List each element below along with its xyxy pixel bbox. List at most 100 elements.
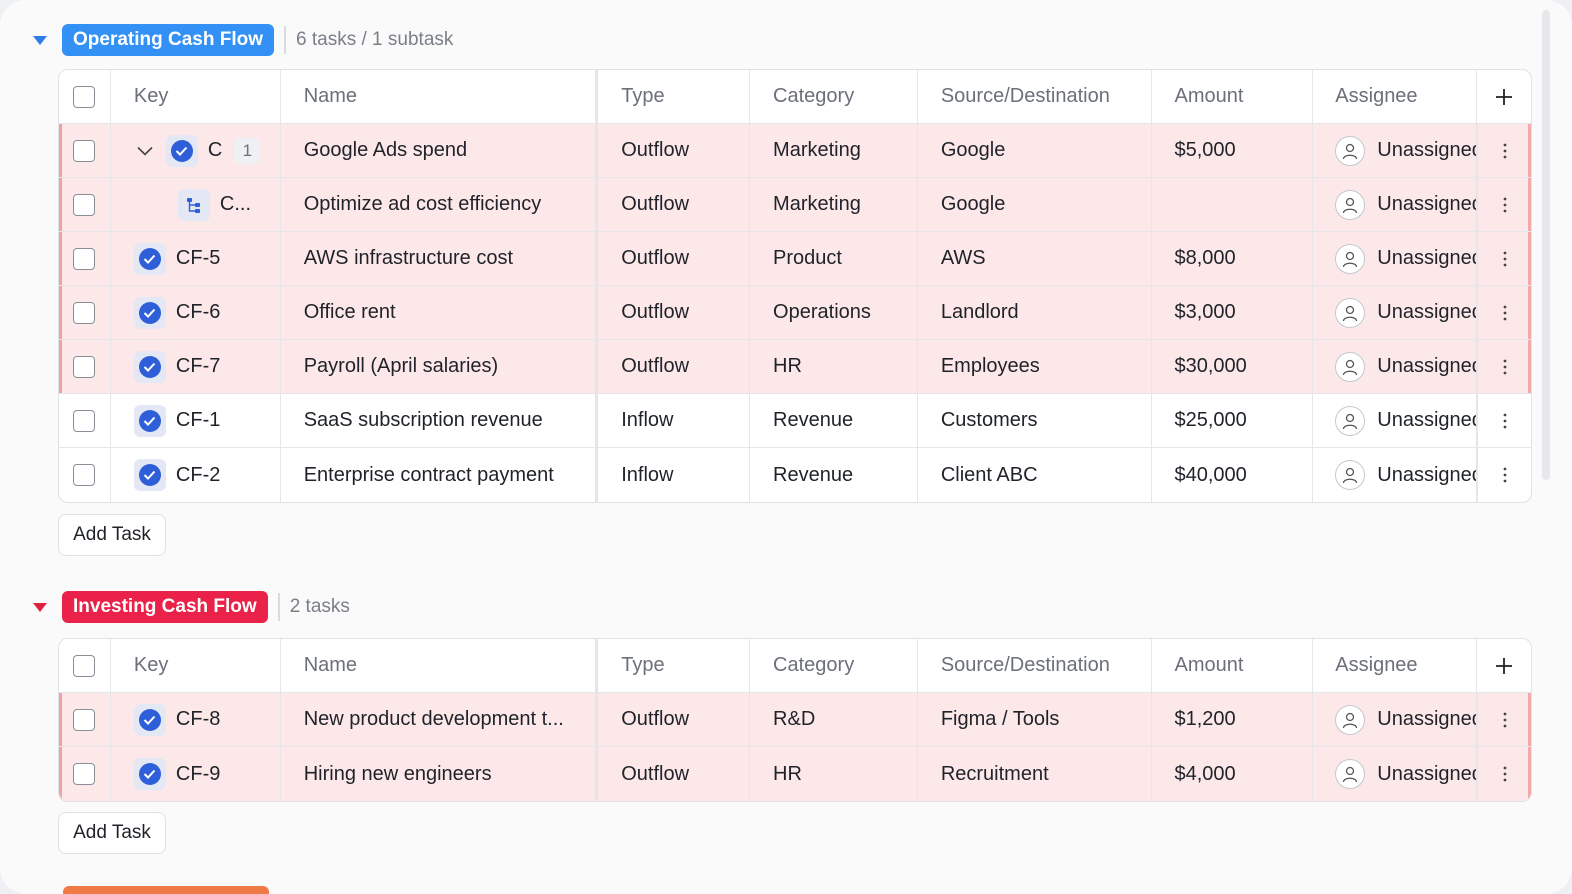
- status-done-icon[interactable]: [133, 350, 166, 383]
- row-checkbox[interactable]: [73, 763, 96, 785]
- subtask-count-badge[interactable]: 1: [234, 137, 261, 164]
- task-type[interactable]: Outflow: [598, 693, 751, 746]
- task-key[interactable]: CF-6: [175, 301, 221, 323]
- task-name[interactable]: SaaS subscription revenue: [281, 394, 599, 447]
- add-task-button[interactable]: Add Task: [58, 812, 166, 854]
- select-all-checkbox[interactable]: [73, 654, 96, 677]
- column-header-source[interactable]: Source/Destination: [918, 639, 1152, 692]
- task-type[interactable]: Outflow: [598, 747, 751, 801]
- assignee-cell[interactable]: Unassigned: [1313, 178, 1478, 231]
- task-key[interactable]: CF-9: [175, 762, 221, 785]
- task-key[interactable]: CF-7: [175, 355, 221, 377]
- more-options-icon[interactable]: [1477, 340, 1531, 393]
- task-name[interactable]: AWS infrastructure cost: [281, 232, 599, 285]
- expand-chevron-icon[interactable]: [134, 146, 156, 156]
- task-name[interactable]: Hiring new engineers: [281, 747, 599, 801]
- column-header-amount[interactable]: Amount: [1152, 70, 1314, 123]
- add-column-icon[interactable]: [1477, 639, 1531, 692]
- column-header-category[interactable]: Category: [750, 70, 918, 123]
- task-amount[interactable]: $4,000: [1152, 747, 1314, 801]
- task-type[interactable]: Outflow: [598, 232, 751, 285]
- task-amount[interactable]: $1,200: [1152, 693, 1314, 746]
- task-amount[interactable]: $5,000: [1152, 124, 1314, 177]
- assignee-cell[interactable]: Unassigned: [1313, 448, 1478, 502]
- row-checkbox[interactable]: [73, 355, 96, 378]
- task-category[interactable]: Revenue: [750, 394, 918, 447]
- column-header-assignee[interactable]: Assignee: [1313, 639, 1478, 692]
- row-checkbox[interactable]: [73, 464, 96, 486]
- table-row[interactable]: CF-9 Hiring new engineers Outflow HR Rec…: [59, 747, 1531, 801]
- row-checkbox[interactable]: [73, 193, 96, 216]
- status-done-icon[interactable]: [133, 459, 166, 491]
- table-row[interactable]: CF-6 Office rent Outflow Operations Land…: [59, 286, 1531, 340]
- task-source[interactable]: Landlord: [918, 286, 1152, 339]
- task-type[interactable]: Outflow: [598, 178, 751, 231]
- task-type[interactable]: Inflow: [598, 448, 751, 502]
- task-category[interactable]: Marketing: [750, 124, 918, 177]
- task-key[interactable]: CF-1: [175, 409, 221, 431]
- task-source[interactable]: Google: [918, 178, 1152, 231]
- column-header-assignee[interactable]: Assignee: [1313, 70, 1478, 123]
- more-options-icon[interactable]: [1477, 124, 1531, 177]
- column-header-name[interactable]: Name: [281, 70, 599, 123]
- row-checkbox[interactable]: [73, 708, 96, 731]
- task-source[interactable]: Client ABC: [918, 448, 1152, 502]
- group-label-investing[interactable]: Investing Cash Flow: [62, 591, 268, 623]
- assignee-cell[interactable]: Unassigned: [1313, 340, 1478, 393]
- more-options-icon[interactable]: [1477, 178, 1531, 231]
- task-amount[interactable]: $8,000: [1152, 232, 1314, 285]
- task-type[interactable]: Outflow: [598, 286, 751, 339]
- assignee-cell[interactable]: Unassigned: [1313, 747, 1478, 801]
- row-checkbox[interactable]: [73, 247, 96, 270]
- more-options-icon[interactable]: [1477, 448, 1531, 502]
- column-header-key[interactable]: Key: [111, 639, 281, 692]
- task-type[interactable]: Outflow: [598, 124, 751, 177]
- table-row[interactable]: CF-2 Enterprise contract payment Inflow …: [59, 448, 1531, 502]
- task-source[interactable]: Customers: [918, 394, 1152, 447]
- task-name[interactable]: Payroll (April salaries): [281, 340, 599, 393]
- column-header-type[interactable]: Type: [598, 639, 751, 692]
- table-row[interactable]: CF-7 Payroll (April salaries) Outflow HR…: [59, 340, 1531, 394]
- column-header-source[interactable]: Source/Destination: [918, 70, 1152, 123]
- status-done-icon[interactable]: [133, 242, 166, 275]
- table-row[interactable]: C 1 Google Ads spend Outflow Marketing G…: [59, 124, 1531, 178]
- select-all-checkbox[interactable]: [73, 85, 96, 108]
- table-row[interactable]: CF-1 SaaS subscription revenue Inflow Re…: [59, 394, 1531, 448]
- collapse-caret-icon[interactable]: [28, 28, 52, 52]
- task-category[interactable]: HR: [750, 340, 918, 393]
- status-done-icon[interactable]: [133, 404, 166, 437]
- task-source[interactable]: AWS: [918, 232, 1152, 285]
- task-name[interactable]: New product development t...: [281, 693, 599, 746]
- task-amount[interactable]: $3,000: [1152, 286, 1314, 339]
- row-checkbox[interactable]: [73, 139, 96, 162]
- column-header-key[interactable]: Key: [111, 70, 281, 123]
- task-category[interactable]: Product: [750, 232, 918, 285]
- assignee-cell[interactable]: Unassigned: [1313, 124, 1478, 177]
- task-category[interactable]: HR: [750, 747, 918, 801]
- table-row[interactable]: CF-8 New product development t... Outflo…: [59, 693, 1531, 747]
- task-key[interactable]: C: [207, 139, 223, 161]
- scrollbar[interactable]: [1542, 10, 1550, 480]
- task-key[interactable]: C...: [219, 193, 252, 215]
- assignee-cell[interactable]: Unassigned: [1313, 394, 1478, 447]
- table-row[interactable]: CF-5 AWS infrastructure cost Outflow Pro…: [59, 232, 1531, 286]
- task-type[interactable]: Outflow: [598, 340, 751, 393]
- task-amount[interactable]: [1152, 178, 1314, 231]
- more-options-icon[interactable]: [1477, 394, 1531, 447]
- task-type[interactable]: Inflow: [598, 394, 751, 447]
- column-header-name[interactable]: Name: [281, 639, 599, 692]
- task-source[interactable]: Figma / Tools: [918, 693, 1152, 746]
- status-done-icon[interactable]: [133, 703, 166, 736]
- task-key[interactable]: CF-8: [175, 708, 221, 730]
- task-category[interactable]: Revenue: [750, 448, 918, 502]
- task-amount[interactable]: $25,000: [1152, 394, 1314, 447]
- more-options-icon[interactable]: [1477, 747, 1531, 801]
- task-key[interactable]: CF-5: [175, 247, 221, 269]
- assignee-cell[interactable]: Unassigned: [1313, 286, 1478, 339]
- task-source[interactable]: Employees: [918, 340, 1152, 393]
- task-name[interactable]: Optimize ad cost efficiency: [281, 178, 599, 231]
- assignee-cell[interactable]: Unassigned: [1313, 232, 1478, 285]
- task-source[interactable]: Recruitment: [918, 747, 1152, 801]
- assignee-cell[interactable]: Unassigned: [1313, 693, 1478, 746]
- task-name[interactable]: Google Ads spend: [281, 124, 599, 177]
